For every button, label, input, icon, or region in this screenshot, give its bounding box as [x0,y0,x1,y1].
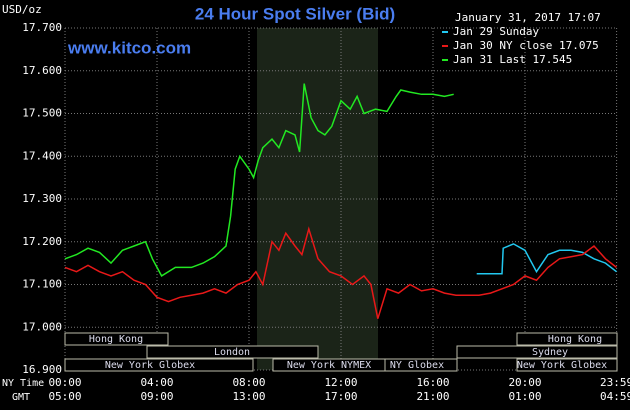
market-sessions: Hong Kong London New York Globex New Yor… [64,332,618,372]
website: www.kitco.com [67,38,191,57]
y-tick-label: 17.700 [22,21,62,34]
session-bar [456,345,618,359]
gmt-tick-label: 13:00 [232,390,265,403]
x-tick-label: 20:00 [508,376,541,389]
session-bar [64,358,254,372]
session-label: Sydney [532,347,568,358]
chart-title: 24 Hour Spot Silver (Bid) [195,4,395,23]
session-label: Hong Kong [89,334,143,345]
session-label: New York Globex [517,360,607,371]
gmt-tick-label: 09:00 [140,390,173,403]
legend-label: Jan 29 Sunday [453,25,539,38]
y-tick-label: 17.200 [22,235,62,248]
x-row-label: GMT [12,392,30,403]
x-tick-label: 00:00 [48,376,81,389]
x-tick-label: 08:00 [232,376,265,389]
session-label: Hong Kong [548,334,602,345]
session-label: London [214,347,250,358]
legend-label: Jan 31 Last 17.545 [453,53,572,66]
unit-label: USD/oz [2,3,42,16]
session-label: NY Globex [390,360,444,371]
y-tick-label: 17.100 [22,278,62,291]
session-bar [384,358,458,372]
y-tick-label: 17.500 [22,107,62,120]
x-row-label: NY Time [2,378,44,389]
legend-label: Jan 30 NY close 17.075 [453,39,599,52]
gmt-tick-label: 01:00 [508,390,541,403]
session-label: New York NYMEX [287,360,371,371]
session-bar [516,358,618,372]
y-tick-label: 17.000 [22,320,62,333]
y-tick-label: 17.400 [22,149,62,162]
gmt-tick-label: 04:59 [600,390,630,403]
session-bar [516,332,618,346]
y-tick-label: 16.900 [22,363,62,376]
x-tick-label: 16:00 [416,376,449,389]
y-tick-label: 17.600 [22,64,62,77]
gmt-tick-label: 05:00 [48,390,81,403]
session-bar [146,345,319,359]
price-line [476,243,617,275]
x-tick-label: 12:00 [324,376,357,389]
timestamp: January 31, 2017 17:07 [455,11,601,24]
session-bar [64,332,169,346]
gmt-tick-label: 17:00 [324,390,357,403]
x-tick-label: 04:00 [140,376,173,389]
x-tick-label: 23:59 [600,376,630,389]
price-line [64,226,617,319]
y-tick-label: 17.300 [22,192,62,205]
gmt-tick-label: 21:00 [416,390,449,403]
session-label: New York Globex [105,360,195,371]
price-line [64,83,454,277]
